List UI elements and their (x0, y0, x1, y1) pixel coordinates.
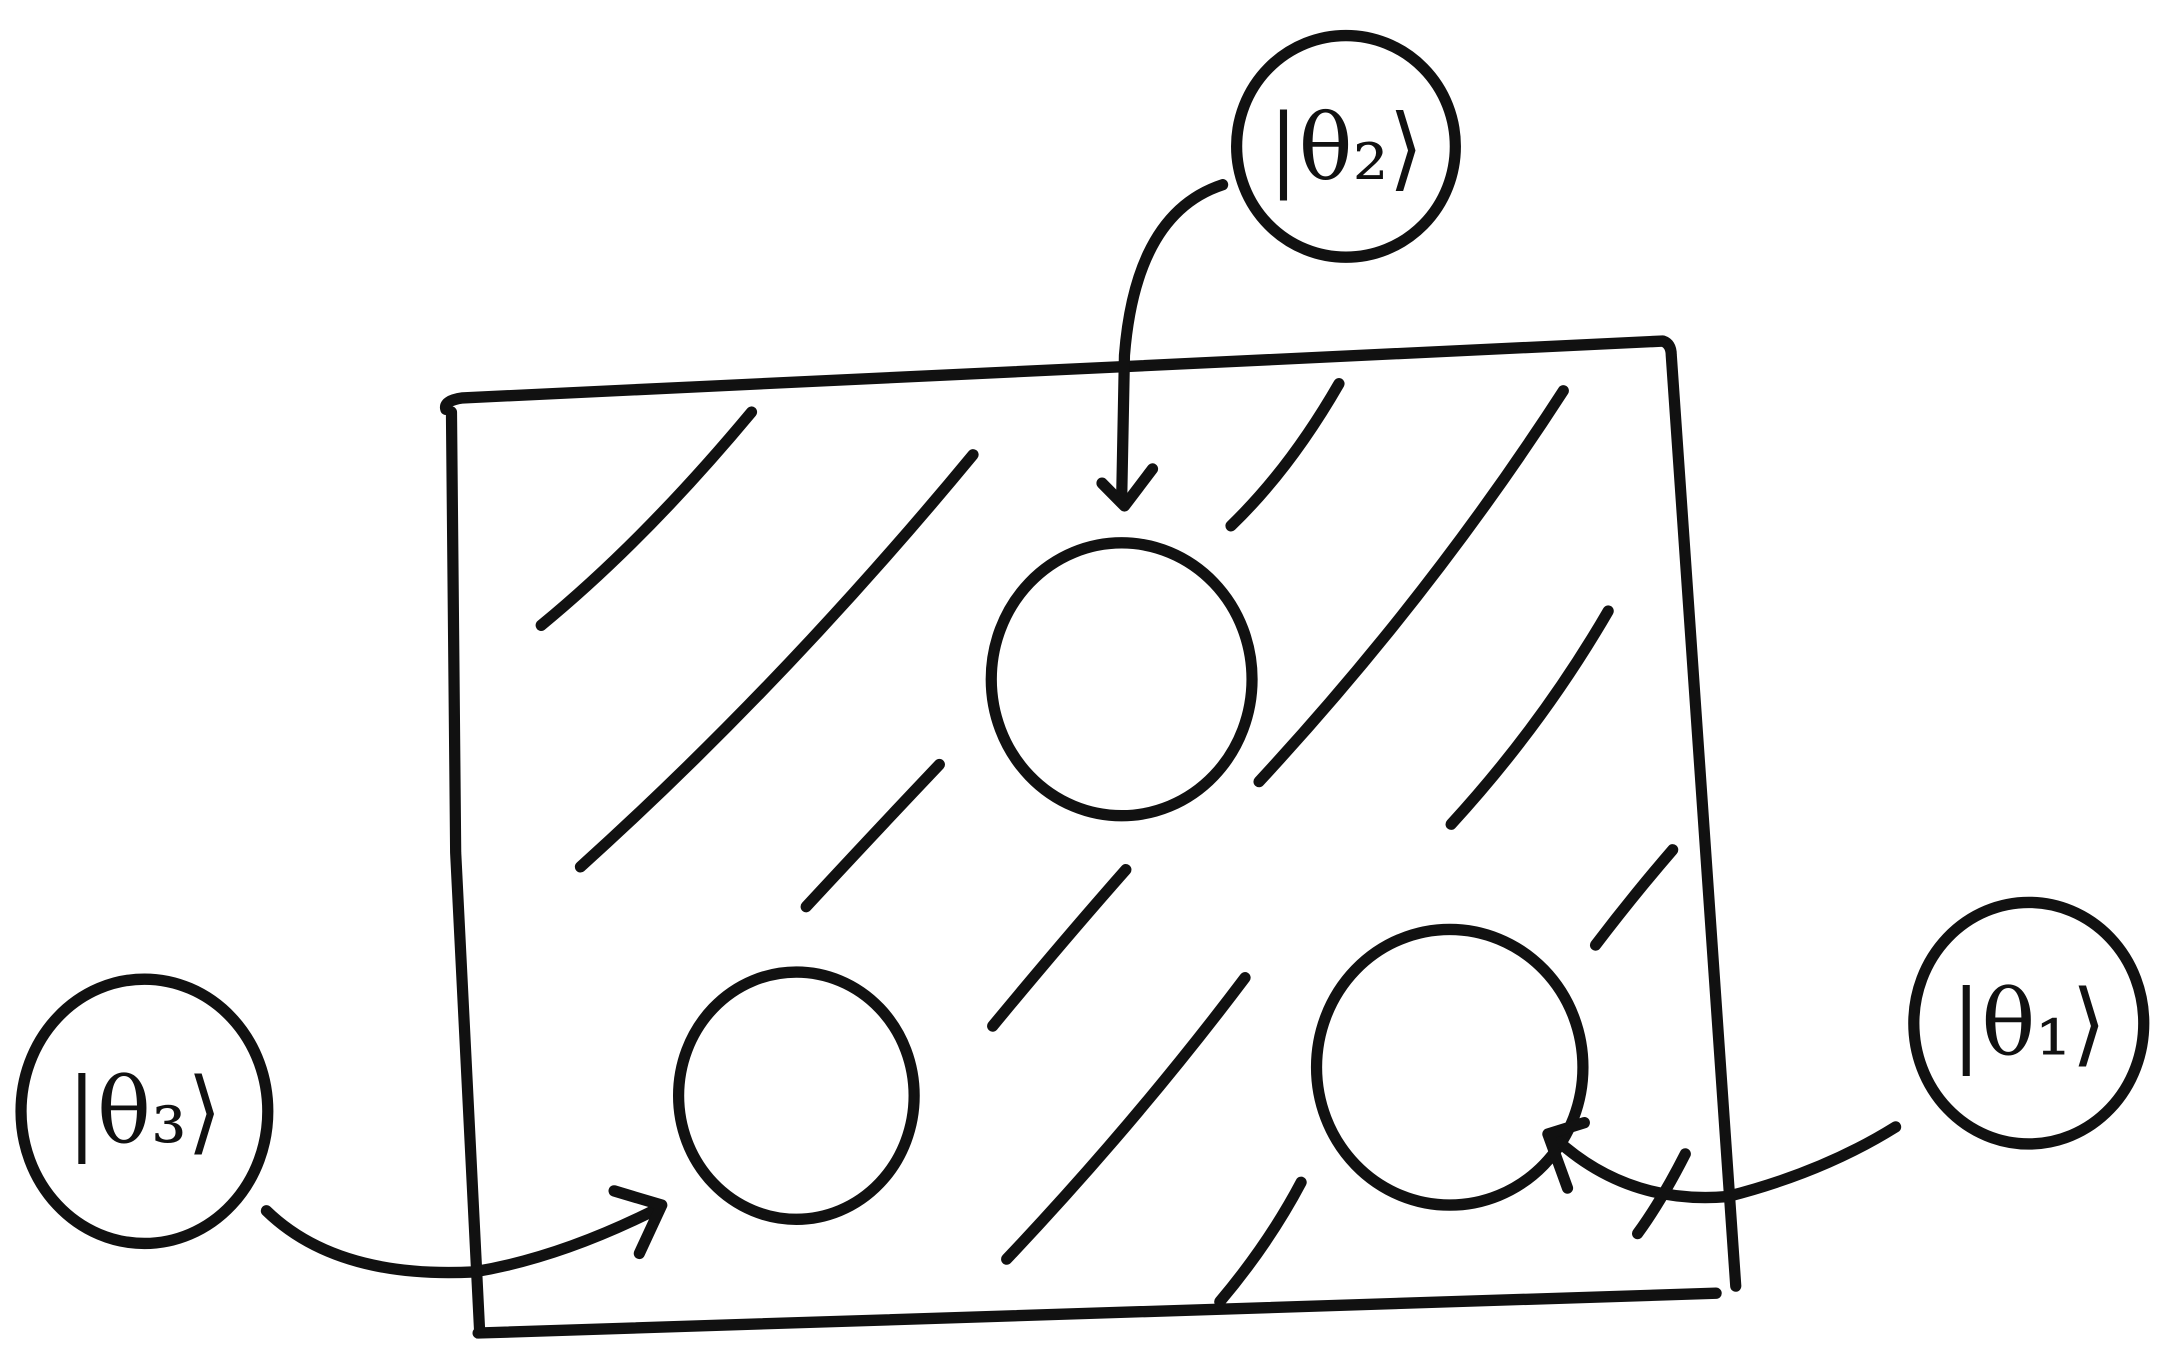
arrow-state-3-to-left-site (260, 1185, 668, 1279)
hatch-line (987, 864, 1132, 1032)
arrow-shaft (1547, 1121, 1902, 1204)
site-bottom-left (672, 966, 920, 1225)
state-3-circle (15, 973, 274, 1250)
substrate-box (439, 335, 1742, 1339)
sites (672, 537, 1589, 1225)
arrow-shaft (260, 1202, 665, 1279)
hatch-line (574, 449, 979, 873)
arrow-state-2-to-top-site (1096, 179, 1229, 512)
arrow-state-1-to-right-site (1542, 1116, 1902, 1204)
hatch-line (800, 758, 945, 913)
arrow-head (608, 1185, 668, 1260)
state-3-node: |θ₃⟩ (15, 973, 274, 1250)
arrow-shaft (1116, 179, 1229, 506)
hatch-line (535, 406, 758, 631)
hatch-line (1253, 385, 1569, 788)
state-1-label: |θ₁⟩ (1951, 971, 2106, 1077)
hatch-line (1001, 972, 1251, 1265)
state-3-label: |θ₃⟩ (67, 1059, 222, 1165)
state-2-circle (1231, 29, 1461, 263)
state-2-node: |θ₂⟩ (1231, 29, 1461, 263)
hatching (535, 378, 1691, 1308)
arrow-head (1096, 463, 1159, 512)
hatch-line (1225, 378, 1345, 532)
arrow-head (1542, 1116, 1590, 1194)
state-2-label: |θ₂⟩ (1268, 96, 1423, 202)
hatch-line (1445, 605, 1614, 830)
hatch-line (1214, 1176, 1307, 1308)
site-top (985, 537, 1258, 822)
state-1-node: |θ₁⟩ (1908, 896, 2150, 1150)
state-1-circle (1908, 896, 2150, 1150)
site-bottom-right (1310, 923, 1589, 1211)
hatch-line (1589, 844, 1679, 951)
